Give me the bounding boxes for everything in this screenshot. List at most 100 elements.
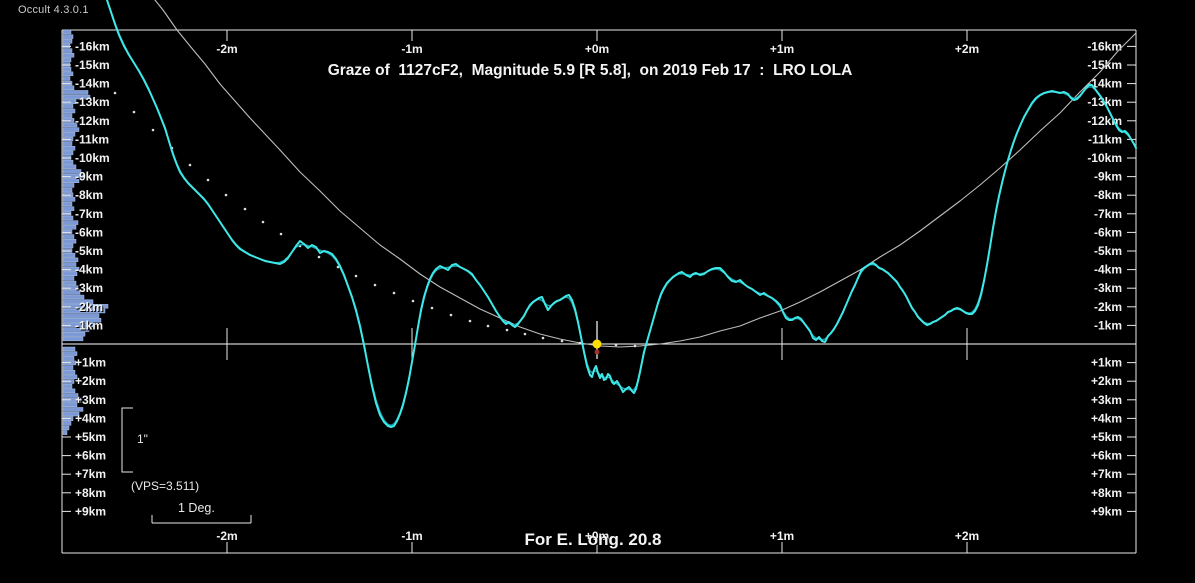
histogram-bar	[62, 346, 76, 352]
left-km-label: -4km	[75, 263, 103, 277]
histogram-bar	[62, 48, 73, 53]
histogram-bar	[62, 262, 77, 267]
histogram-bar	[62, 66, 72, 72]
right-km-label: -5km	[1094, 244, 1122, 258]
star-path-dot	[206, 178, 210, 182]
histogram-bar	[62, 127, 80, 132]
left-km-label: -2km	[75, 300, 103, 314]
vps-scale-label: (VPS=3.511)	[131, 479, 200, 493]
app-version-label: Occult 4.3.0.1	[18, 4, 89, 16]
histogram-bar	[62, 187, 73, 193]
histogram-bar	[62, 141, 73, 146]
star-path-dot	[486, 324, 490, 328]
right-km-label: +9km	[1091, 504, 1122, 518]
bottom-minute-label: -2m	[216, 529, 237, 543]
left-km-label: +1km	[75, 356, 106, 370]
limb-profile-line	[106, 0, 1137, 428]
degree-scale-bar	[151, 515, 252, 524]
left-km-label: +5km	[75, 430, 106, 444]
histogram-bar	[62, 71, 74, 77]
star-path-dot	[373, 283, 377, 287]
histogram-bar	[62, 257, 79, 263]
left-km-label: +3km	[75, 393, 106, 407]
left-km-label: -6km	[75, 225, 103, 239]
bottom-minute-label: +0m	[585, 529, 609, 543]
minute-axis-labels: -2m -2m -1m -1m +0m +0m +1m +1m +2m +2m	[216, 30, 979, 553]
histogram-bar	[62, 234, 75, 239]
star-path-dot	[430, 306, 434, 310]
right-km-label: -8km	[1094, 188, 1122, 202]
mean-limb-arc	[154, 0, 1137, 348]
left-km-label: +8km	[75, 486, 106, 500]
histogram-bar	[62, 393, 79, 398]
right-km-label: +8km	[1091, 486, 1122, 500]
histogram-bar	[62, 85, 75, 91]
star-path-dot	[317, 255, 321, 259]
histogram-bar	[62, 336, 84, 342]
left-km-label: +6km	[75, 449, 106, 463]
star-path-dot	[392, 291, 396, 295]
page-title: Graze of 1127cF2, Magnitude 5.9 [R 5.8],…	[327, 62, 853, 79]
histogram-bar	[62, 280, 77, 286]
histogram-bar	[62, 370, 76, 375]
histogram-bar	[62, 243, 74, 249]
histogram-bar	[62, 39, 73, 44]
right-km-label: +7km	[1091, 467, 1122, 481]
closest-approach-marker	[592, 321, 602, 359]
star-path-dot	[224, 193, 228, 197]
left-km-label: -11km	[75, 132, 109, 146]
histogram-bar	[62, 164, 77, 170]
top-minute-label: +1m	[770, 42, 794, 56]
right-km-label: -7km	[1094, 207, 1122, 221]
top-minute-label: +2m	[955, 42, 979, 56]
histogram-bar	[62, 407, 84, 412]
right-km-label: +2km	[1091, 374, 1122, 388]
bottom-minute-label: +2m	[955, 529, 979, 543]
left-km-label: -8km	[75, 188, 103, 202]
star-path-dot	[560, 339, 564, 343]
histogram-bar	[62, 29, 72, 35]
left-km-label: +7km	[75, 467, 106, 481]
histogram-bar	[62, 197, 76, 202]
right-km-label: -2km	[1094, 300, 1122, 314]
left-km-label: +4km	[75, 411, 106, 425]
left-km-label: +2km	[75, 374, 106, 388]
right-km-label: -1km	[1094, 318, 1122, 332]
right-km-label: +4km	[1091, 411, 1122, 425]
histogram-bar	[62, 313, 100, 318]
histogram-bar	[62, 169, 82, 174]
left-km-label: -12km	[75, 114, 110, 128]
right-km-label: -3km	[1094, 281, 1122, 295]
histogram-bar	[62, 388, 76, 394]
top-minute-label: -2m	[216, 42, 237, 56]
left-km-label: -3km	[75, 281, 103, 295]
left-km-label: -15km	[75, 58, 110, 72]
histogram-bar	[62, 90, 89, 95]
star-path-dot	[261, 220, 265, 224]
histogram-bar	[62, 76, 71, 81]
histogram-bar	[62, 132, 76, 137]
star-path-dot	[151, 128, 155, 132]
right-km-label: +1km	[1091, 356, 1122, 370]
histogram-bar	[62, 365, 74, 370]
bottom-minute-label: +1m	[770, 529, 794, 543]
left-km-label: -13km	[75, 95, 110, 109]
histogram-bar	[62, 239, 77, 244]
right-km-label: -16km	[1087, 39, 1122, 53]
histogram-bar	[62, 430, 68, 435]
right-km-label: +5km	[1091, 430, 1122, 444]
star-path-dot	[449, 313, 453, 317]
histogram-bar	[62, 290, 81, 295]
marker-red-dot	[594, 349, 600, 355]
histogram-bar	[62, 294, 85, 300]
longitude-footer-label: For E. Long. 20.8	[524, 530, 662, 549]
star-path-dot	[578, 341, 582, 345]
star-path-dot	[633, 344, 637, 348]
right-km-label: -6km	[1094, 225, 1122, 239]
histogram-bar	[62, 374, 78, 380]
histogram-bar	[62, 201, 73, 207]
left-km-label: -10km	[75, 151, 110, 165]
star-path-dot	[411, 299, 415, 303]
